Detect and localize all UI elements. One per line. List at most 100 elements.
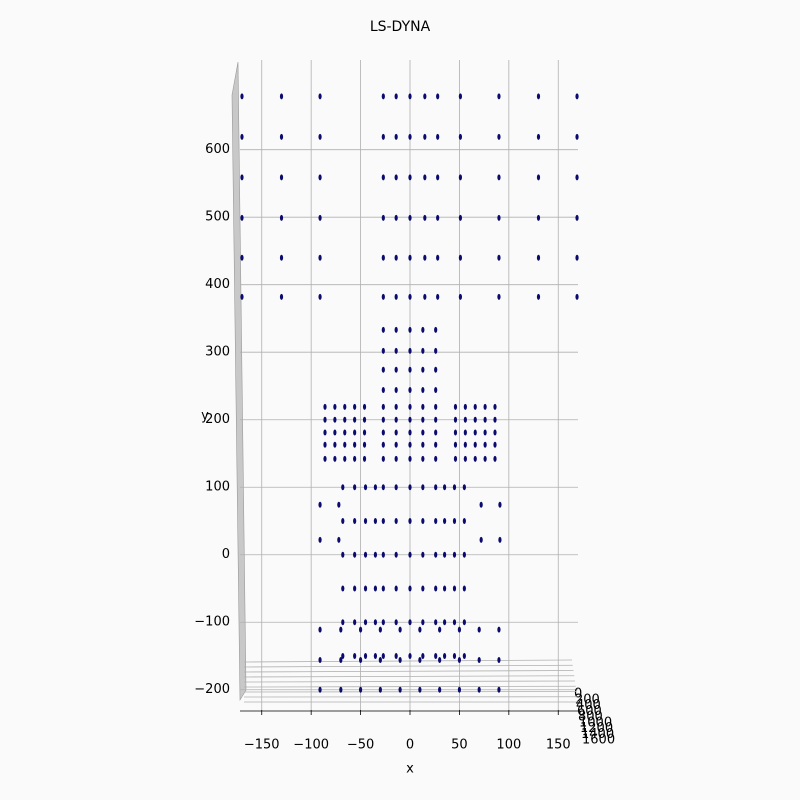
point	[362, 403, 367, 410]
point	[362, 441, 367, 448]
point	[318, 93, 322, 100]
point	[381, 214, 385, 221]
point	[453, 455, 458, 462]
point	[240, 254, 244, 261]
point	[362, 429, 367, 436]
point	[458, 93, 463, 100]
point	[421, 619, 425, 626]
z-tick-label: 600	[577, 704, 602, 719]
point	[343, 441, 347, 448]
point	[394, 326, 398, 333]
point	[408, 619, 412, 626]
point	[398, 657, 402, 664]
point	[343, 416, 347, 423]
point	[457, 686, 462, 693]
point	[458, 254, 463, 261]
point	[434, 429, 438, 436]
point	[483, 416, 487, 423]
point	[363, 652, 368, 659]
point	[536, 293, 541, 300]
point	[373, 484, 378, 491]
point	[381, 652, 385, 659]
x-axis-label: x	[406, 762, 414, 777]
point	[493, 429, 497, 436]
point	[575, 254, 579, 261]
point	[343, 455, 347, 462]
point	[353, 484, 357, 491]
point	[473, 441, 477, 448]
point	[353, 585, 357, 592]
point	[341, 585, 345, 592]
point	[463, 429, 467, 436]
point	[394, 455, 398, 462]
point	[358, 686, 363, 693]
point	[333, 429, 337, 436]
point	[353, 429, 357, 436]
point	[442, 652, 447, 659]
point	[381, 455, 385, 462]
point	[436, 133, 440, 140]
point	[498, 501, 502, 508]
point	[462, 652, 466, 659]
point	[436, 93, 440, 100]
y-tick-label: 600	[205, 142, 230, 157]
point	[493, 441, 497, 448]
point	[408, 326, 412, 333]
point	[353, 403, 357, 410]
z-tick-label: 1200	[580, 721, 613, 736]
point	[318, 657, 322, 664]
point	[408, 366, 412, 373]
point	[442, 484, 447, 491]
point	[434, 387, 438, 394]
point	[353, 455, 357, 462]
point	[452, 551, 457, 558]
point	[279, 174, 284, 181]
z-grid-line	[243, 670, 574, 673]
point	[341, 652, 345, 659]
point	[438, 686, 442, 693]
z-grid-line	[243, 659, 573, 663]
point	[394, 585, 398, 592]
y-tick-label: 0	[222, 547, 230, 562]
point	[318, 626, 322, 633]
x-tick-label: 50	[451, 738, 468, 753]
point	[423, 93, 427, 100]
point	[434, 403, 438, 410]
point	[421, 387, 425, 394]
point	[423, 293, 427, 300]
z-tick-label: 200	[575, 692, 600, 707]
point	[394, 133, 398, 140]
point	[323, 455, 327, 462]
z-grid-line	[243, 691, 577, 693]
point	[381, 441, 385, 448]
point	[394, 347, 398, 354]
point	[462, 619, 466, 626]
y-axis-label: y	[201, 409, 209, 424]
point	[394, 174, 398, 181]
point	[434, 326, 438, 333]
point	[381, 326, 385, 333]
point	[497, 133, 501, 140]
point	[323, 429, 327, 436]
point	[477, 626, 481, 633]
point	[536, 214, 541, 221]
point	[442, 551, 447, 558]
point	[381, 347, 385, 354]
point	[240, 133, 244, 140]
point	[381, 133, 385, 140]
point	[381, 403, 385, 410]
point	[394, 416, 398, 423]
x-tick-label: 100	[496, 738, 521, 753]
point	[423, 254, 427, 261]
z-tick-label: 400	[576, 698, 601, 713]
point	[421, 326, 425, 333]
point	[381, 551, 385, 558]
point	[442, 585, 447, 592]
point	[421, 403, 425, 410]
point	[394, 93, 398, 100]
point	[453, 441, 458, 448]
point	[373, 652, 378, 659]
y-axis-pane	[231, 61, 247, 702]
point	[423, 174, 427, 181]
point	[358, 657, 363, 664]
